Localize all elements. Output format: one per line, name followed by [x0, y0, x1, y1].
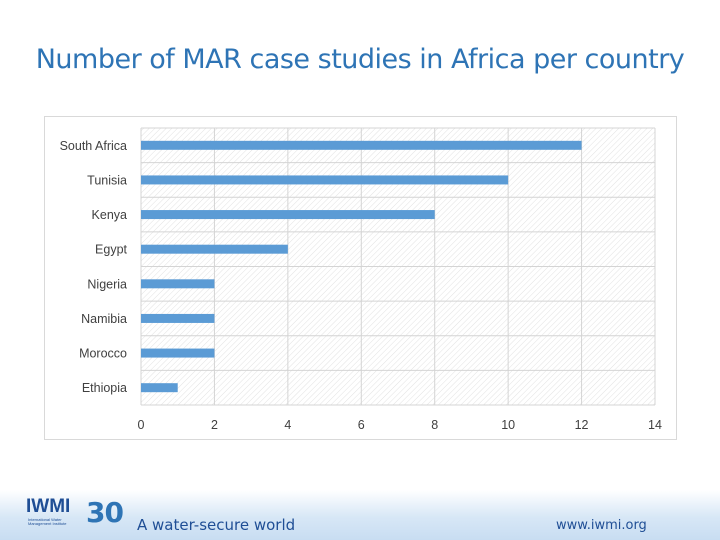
bar-morocco [141, 348, 215, 358]
y-tick-label: Morocco [79, 347, 127, 361]
bar-egypt [141, 244, 288, 254]
footer-banner: IWMI International Water Management Inst… [0, 490, 720, 540]
x-tick-label: 12 [575, 418, 589, 432]
bar-ethiopia [141, 383, 178, 393]
x-tick-label: 4 [284, 418, 291, 432]
y-tick-label: Kenya [92, 208, 127, 222]
logo-subtext: International Water Management Institute [28, 517, 67, 526]
website-link[interactable]: www.iwmi.org [556, 518, 647, 533]
anniversary-mark: 30 [86, 496, 124, 529]
bar-chart: South Africa Tunisia Kenya Egypt Nigeria Nami… [60, 127, 662, 432]
bar-tunisia [141, 175, 509, 185]
iwmi-logo: IWMI International Water Management Inst… [26, 496, 90, 536]
chart-title: Number of MAR case studies in Africa per… [35, 44, 685, 75]
bar-namibia [141, 313, 215, 323]
y-tick-label: South Africa [60, 139, 127, 153]
y-tick-label: Namibia [81, 312, 127, 326]
y-tick-label: Tunisia [87, 173, 127, 187]
logo-text: IWMI [26, 496, 71, 517]
bar-kenya [141, 210, 435, 220]
tagline: A water-secure world [137, 516, 296, 534]
x-tick-label: 14 [648, 418, 662, 432]
y-tick-label: Nigeria [87, 277, 127, 291]
x-tick-label: 6 [358, 418, 365, 432]
x-tick-label: 8 [431, 418, 438, 432]
y-tick-label: Ethiopia [82, 381, 127, 395]
x-tick-label: 10 [501, 418, 515, 432]
bar-nigeria [141, 279, 215, 289]
y-tick-label: Egypt [95, 243, 127, 257]
x-tick-label: 2 [211, 418, 218, 432]
bar-south-africa [141, 140, 582, 150]
x-tick-label: 0 [138, 418, 145, 432]
